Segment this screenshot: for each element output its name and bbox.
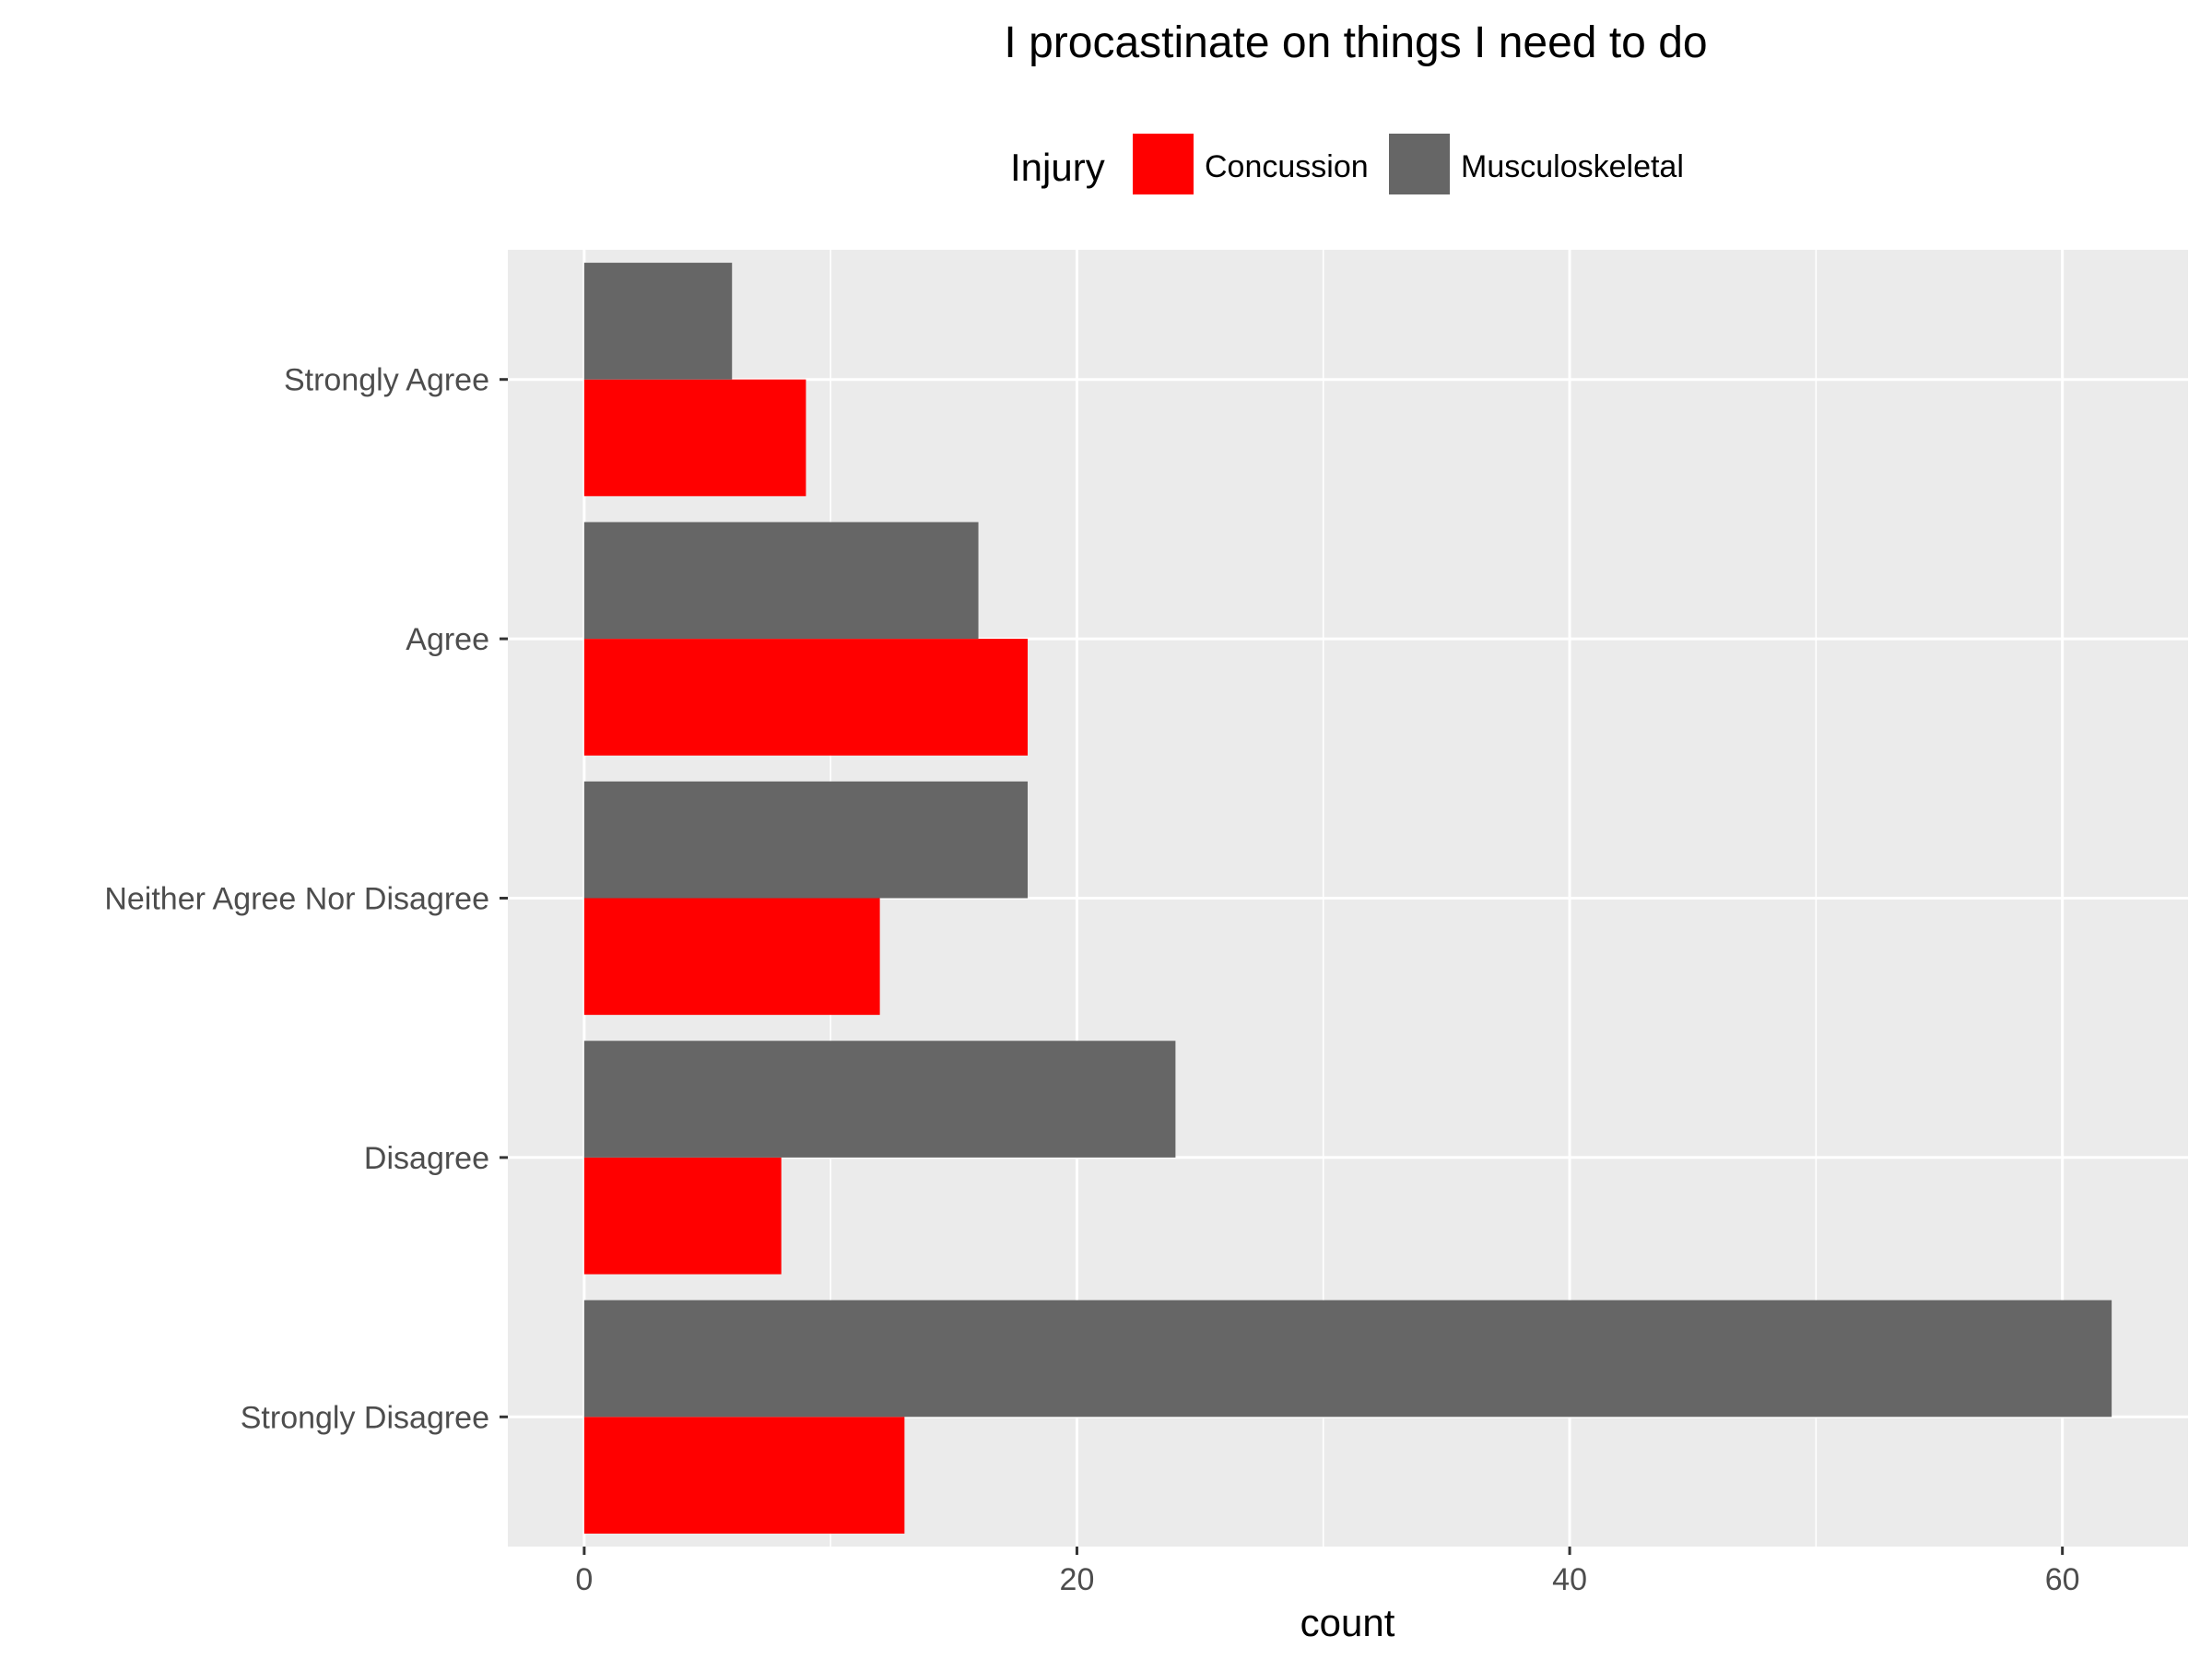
x-tick-label: 0 (575, 1562, 593, 1597)
legend: Injury Concussion Musculoskeletal (1010, 134, 1684, 194)
legend-key-musculoskeletal (1389, 134, 1450, 194)
x-tick-label: 60 (2045, 1562, 2080, 1597)
axes: Strongly Agree Agree Neither Agree Nor Dis… (104, 363, 2079, 1597)
x-axis-title: count (1300, 1601, 1395, 1644)
x-tick-label: 20 (1060, 1562, 1095, 1597)
y-tick-label: Agree (406, 622, 489, 657)
y-tick-label: Neither Agree Nor Disagree (104, 882, 489, 917)
y-tick-label: Disagree (364, 1141, 489, 1176)
y-tick-label: Strongly Disagree (241, 1400, 489, 1435)
bar-musculoskeletal-disagree (583, 1041, 1176, 1158)
legend-title: Injury (1010, 146, 1105, 189)
chart-title: I procastinate on things I need to do (1004, 18, 1707, 67)
bar-musculoskeletal-neither-agree-nor-disagree (583, 781, 1029, 899)
bar-musculoskeletal-strongly-agree (583, 263, 733, 380)
bars (583, 263, 2112, 1534)
bar-concussion-disagree (583, 1157, 782, 1275)
legend-key-concussion (1133, 134, 1194, 194)
bar-concussion-neither-agree-nor-disagree (583, 898, 880, 1016)
bar-concussion-strongly-disagree (583, 1417, 905, 1534)
bar-concussion-agree (583, 639, 1029, 756)
x-tick-label: 40 (1552, 1562, 1587, 1597)
bar-musculoskeletal-strongly-disagree (583, 1300, 2112, 1418)
legend-label-musculoskeletal: Musculoskeletal (1461, 149, 1684, 184)
y-tick-label: Strongly Agree (284, 363, 489, 398)
legend-label-concussion: Concussion (1205, 149, 1369, 184)
bar-musculoskeletal-agree (583, 522, 979, 640)
bar-concussion-strongly-agree (583, 379, 806, 497)
